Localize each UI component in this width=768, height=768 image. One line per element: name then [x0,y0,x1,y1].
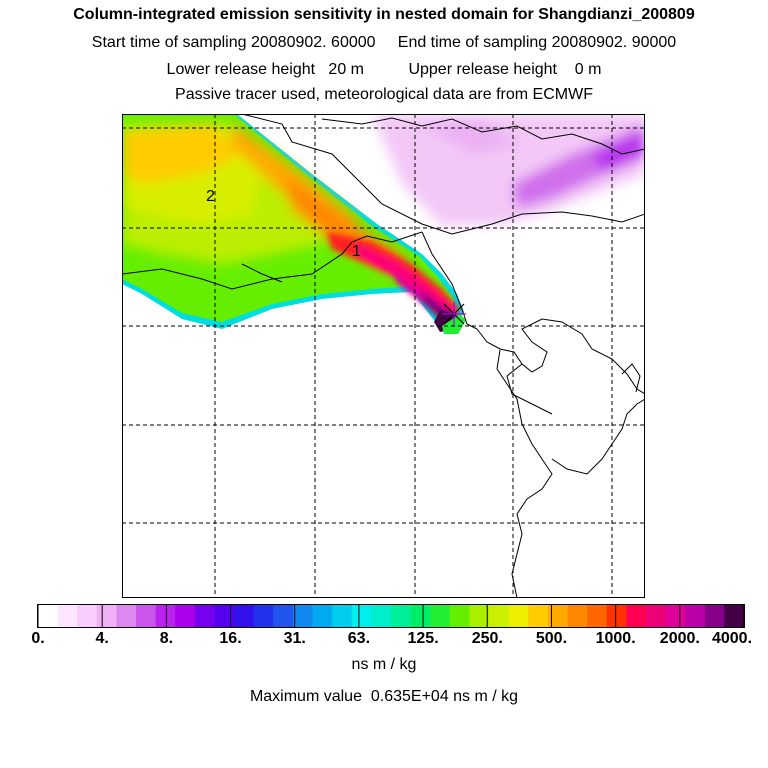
colorbar-tick-label: 16. [219,630,242,647]
colorbar-segment [312,605,333,627]
colorbar-segment [547,605,568,627]
coastline [122,114,645,598]
colorbar-segment [77,605,98,627]
colorbar-tick-label: 125. [407,630,439,647]
colorbar-tick-label: 8. [159,630,174,647]
colorbar-segment [528,605,549,627]
colorbar-tick-label: 31. [283,630,306,647]
colorbar-segment [567,605,588,627]
colorbar-segment [391,605,412,627]
colorbar-tick-label: 2000. [659,630,700,647]
colorbar-segment [704,605,725,627]
colorbar-segment [116,605,137,627]
colorbar-segment [371,605,392,627]
tracer-info: Passive tracer used, meteorological data… [175,86,593,103]
colorbar-segment [645,605,667,627]
colorbar-segment [351,605,372,627]
colorbar-segment [253,605,274,627]
colorbar-segment [273,605,294,627]
colorbar-segment [469,605,490,627]
colorbar-segment [724,605,745,627]
colorbar [37,604,745,628]
maximum-value: Maximum value 0.635E+04 ns m / kg [249,688,519,705]
colorbar-tick-label: 4. [95,630,109,647]
map-frame [122,114,645,598]
colorbar-segment [626,605,647,627]
map-title: Column-integrated emission sensitivity i… [73,6,695,23]
colorbar-segment [57,605,78,627]
colorbar-tick-label: 63. [347,630,371,647]
colorbar-tick-label: 1000. [595,630,636,647]
colorbar-tick-label: 250. [471,630,503,647]
colorbar-segment [175,605,196,627]
contour-label-2: 2 [206,188,215,205]
colorbar-segment [489,605,510,627]
colorbar-segment [685,605,706,627]
colorbar-tick-label: 0. [31,630,45,647]
colorbar-segment [665,605,686,627]
plume-field [122,114,645,334]
colorbar-segment [136,605,157,627]
colorbar-segment [332,605,353,627]
contour-label-1: 1 [352,243,361,260]
colorbar-segment [38,605,59,627]
colorbar-segment [155,605,176,627]
lat-lon-grid [122,114,645,598]
colorbar-segment [410,605,431,627]
colorbar-segment [587,605,608,627]
colorbar-segment [194,605,215,627]
colorbar-tick-label: 4000. [711,630,753,647]
colorbar-segment [234,605,255,627]
colorbar-segment [449,605,470,627]
colorbar-segment [292,605,314,627]
colorbar-segment [96,605,117,627]
colorbar-tick-label: 500. [535,630,568,647]
colorbar-segment [508,605,529,627]
emission-sensitivity-map: 2 1 [122,114,645,598]
sampling-times: Start time of sampling 20080902. 60000 E… [91,34,677,51]
colorbar-units: ns m / kg [351,656,417,673]
colorbar-segment [214,605,235,627]
release-site-marker [442,302,466,326]
colorbar-segment [606,605,627,627]
release-heights: Lower release height 20 m Upper release … [166,61,602,78]
colorbar-frame [37,604,745,628]
colorbar-segment [430,605,451,627]
